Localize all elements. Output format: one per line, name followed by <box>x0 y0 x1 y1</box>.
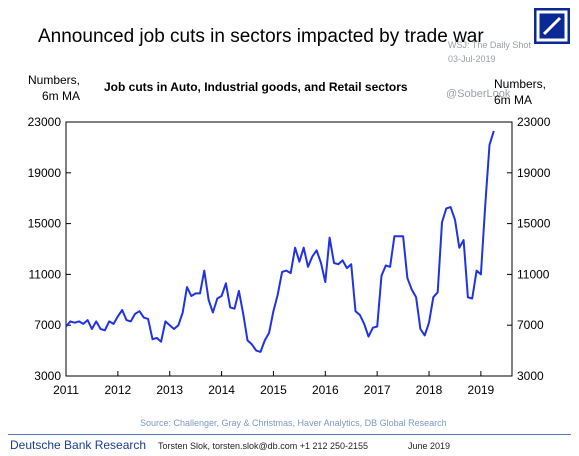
wsj-line-1: WSJ: The Daily Shot <box>448 40 531 50</box>
sober-look-handle: @SoberLook <box>446 88 511 100</box>
y-tick-label-right: 19000 <box>517 166 551 180</box>
right-unit-line-2: 6m MA <box>494 93 533 107</box>
x-tick-label: 2016 <box>312 383 339 397</box>
y-tick-label-left: 15000 <box>28 217 62 231</box>
footer-divider <box>8 434 571 435</box>
y-tick-label-left: 3000 <box>34 369 61 383</box>
y-tick-label-right: 11000 <box>517 267 550 281</box>
right-axis-unit-label: Numbers, 6m MA <box>494 76 564 108</box>
plot-frame <box>65 121 513 377</box>
wsj-line-2: 03-Jul-2019 <box>448 54 496 64</box>
y-tick-label-right: 15000 <box>517 217 551 231</box>
x-tick-label: 2012 <box>105 383 132 397</box>
x-tick-label: 2018 <box>416 383 443 397</box>
left-unit-line-2: 6m MA <box>41 89 80 103</box>
x-tick-label: 2011 <box>53 383 79 397</box>
deutsche-bank-logo-icon <box>536 10 568 42</box>
left-unit-line-1: Numbers, <box>27 73 80 87</box>
chart-subtitle: Job cuts in Auto, Industrial goods, and … <box>104 80 408 94</box>
y-tick-label-left: 23000 <box>28 115 62 129</box>
right-unit-line-1: Numbers, <box>494 77 547 91</box>
y-tick-label-right: 7000 <box>517 318 544 332</box>
x-tick-label: 2013 <box>156 383 183 397</box>
x-tick-label: 2015 <box>260 383 287 397</box>
y-tick-label-right: 3000 <box>517 369 544 383</box>
y-tick-label-left: 11000 <box>29 267 62 281</box>
deutsche-bank-logo <box>534 8 570 44</box>
footer-contact: Torsten Slok, torsten.slok@db.com +1 212… <box>158 441 369 451</box>
y-tick-label-left: 7000 <box>34 318 61 332</box>
source-note: Source: Challenger, Gray & Christmas, Ha… <box>140 418 447 428</box>
footer-date: June 2019 <box>408 441 451 451</box>
x-tick-label: 2017 <box>364 383 391 397</box>
chart-title: Announced job cuts in sectors impacted b… <box>38 26 484 47</box>
wsj-watermark: WSJ: The Daily Shot 03-Jul-2019 <box>448 38 531 66</box>
series-line-job-cuts <box>65 130 495 353</box>
x-tick-label: 2014 <box>208 383 235 397</box>
left-axis-unit-label: Numbers, 6m MA <box>26 72 80 104</box>
y-tick-label-left: 19000 <box>28 166 62 180</box>
footer-brand: Deutsche Bank Research <box>10 438 147 452</box>
y-tick-label-right: 23000 <box>517 115 551 129</box>
x-tick-label: 2019 <box>468 383 495 397</box>
